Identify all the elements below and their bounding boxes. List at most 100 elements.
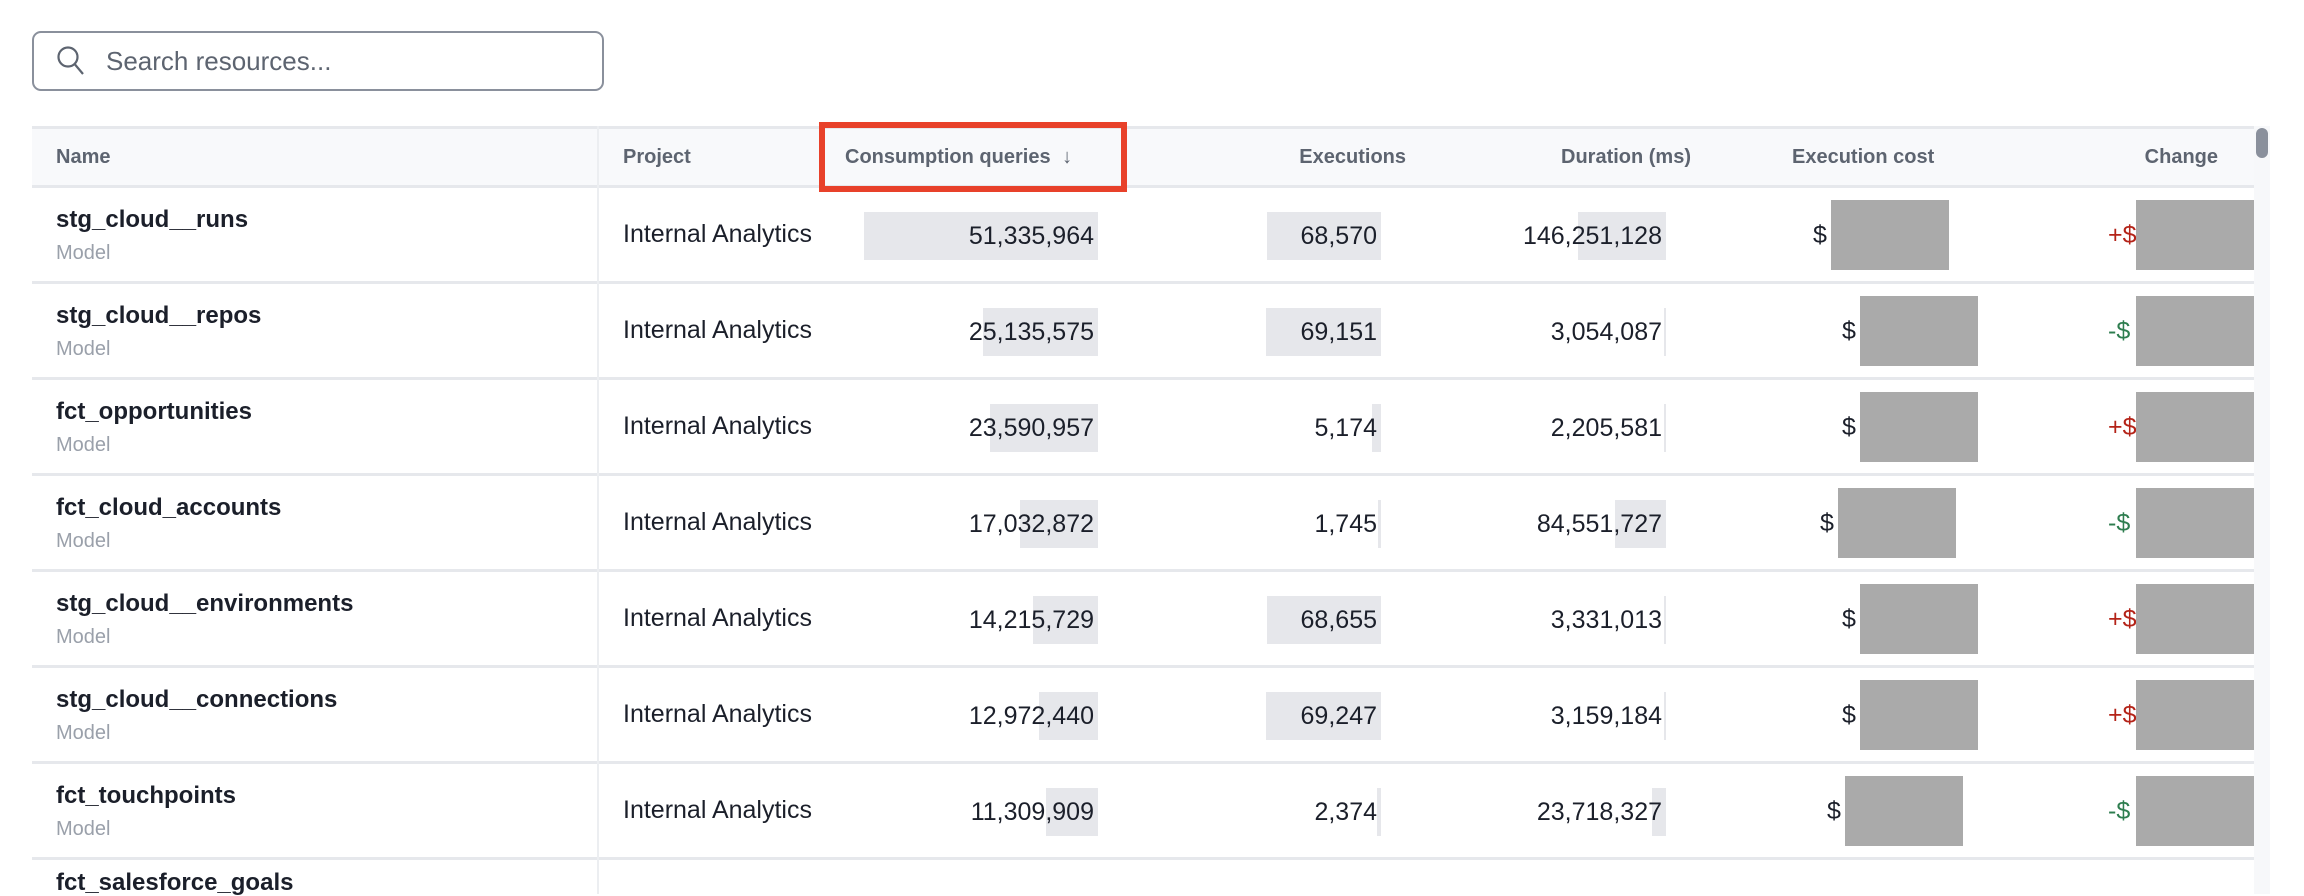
table-row[interactable]: stg_cloud__repos Model Internal Analytics … [32,284,2254,380]
column-header-consumption-label: Consumption queries [845,146,1051,168]
change-prefix: -$ [2108,317,2131,345]
resource-name[interactable]: stg_cloud__connections [56,686,338,713]
column-header-duration[interactable]: Duration (ms) [1561,146,1691,168]
change-cell: -$ [2108,488,2258,558]
executions-cell: 69,247 [1081,692,1381,740]
duration-cell: 3,054,087 [1366,308,1666,356]
duration-value: 2,205,581 [1550,414,1662,442]
project-name: Internal Analytics [623,796,812,824]
table-row[interactable]: fct_cloud_accounts Model Internal Analytic… [32,476,2254,572]
redacted-execution-cost [1838,488,1956,558]
table-row[interactable]: stg_cloud__runs Model Internal Analytics 5… [32,188,2254,284]
resource-type: Model [56,338,111,360]
execution-cost-cell: $ [1842,296,1982,366]
executions-value: 68,655 [1300,606,1377,634]
change-prefix: -$ [2108,509,2131,537]
change-cell: +$ [2108,200,2258,270]
execution-cost-prefix: $ [1842,317,1856,345]
resource-name[interactable]: stg_cloud__environments [56,590,354,617]
execution-cost-prefix: $ [1827,797,1841,825]
resource-type: Model [56,242,111,264]
executions-bar [1266,692,1381,740]
redacted-execution-cost [1860,680,1978,750]
scrollbar-track[interactable] [2254,126,2270,894]
executions-cell: 2,374 [1081,788,1381,836]
executions-value: 69,151 [1300,318,1377,346]
execution-cost-prefix: $ [1820,509,1834,537]
consumption-queries-value: 17,032,872 [968,510,1094,538]
execution-cost-prefix: $ [1842,413,1856,441]
duration-cell: 23,718,327 [1366,788,1666,836]
executions-bar [1266,308,1381,356]
executions-cell: 68,655 [1081,596,1381,644]
consumption-queries-bar [1020,500,1098,548]
duration-bar [1578,212,1666,260]
duration-cell: 3,159,184 [1366,692,1666,740]
consumption-queries-value: 12,972,440 [968,702,1094,730]
resource-name[interactable]: fct_opportunities [56,398,252,425]
column-header-executions[interactable]: Executions [1299,146,1406,168]
execution-cost-cell: $ [1842,392,1982,462]
change-prefix: +$ [2108,221,2137,249]
column-header-project[interactable]: Project [623,146,691,168]
column-header-change[interactable]: Change [2144,146,2218,168]
column-header-consumption-queries[interactable]: Consumption queries ↓ [845,129,1072,185]
executions-cell: 5,174 [1081,404,1381,452]
resource-name[interactable]: fct_touchpoints [56,782,236,809]
consumption-queries-bar [1046,788,1098,836]
execution-cost-cell: $ [1842,584,1982,654]
execution-cost-prefix: $ [1813,221,1827,249]
redacted-execution-cost [1845,776,1963,846]
resource-type: Model [56,818,111,840]
change-cell: -$ [2108,296,2258,366]
consumption-queries-bar [1033,596,1098,644]
redacted-execution-cost [1860,296,1978,366]
consumption-queries-value: 51,335,964 [968,222,1094,250]
duration-cell: 146,251,128 [1366,212,1666,260]
table-row[interactable]: fct_salesforce_goals [32,860,2254,896]
column-header-execution-cost[interactable]: Execution cost [1792,146,1935,168]
redacted-execution-cost [1831,200,1949,270]
duration-bar [1652,788,1666,836]
change-cell: +$ [2108,392,2258,462]
redacted-change [2136,392,2254,462]
consumption-queries-cell: 12,972,440 [798,692,1098,740]
project-name: Internal Analytics [623,220,812,248]
duration-bar [1664,692,1666,740]
scrollbar-thumb[interactable] [2256,128,2268,158]
search-input[interactable] [104,44,568,78]
consumption-queries-bar [1039,692,1098,740]
redacted-execution-cost [1860,392,1978,462]
resource-name[interactable]: stg_cloud__runs [56,206,249,233]
duration-cell: 84,551,727 [1366,500,1666,548]
executions-cell: 1,745 [1081,500,1381,548]
project-name: Internal Analytics [623,508,812,536]
project-name: Internal Analytics [623,604,812,632]
executions-bar [1377,788,1381,836]
resource-type: Model [56,530,111,552]
duration-value: 23,718,327 [1536,798,1662,826]
executions-value: 68,570 [1300,222,1377,250]
table-row[interactable]: stg_cloud__environments Model Internal Ana… [32,572,2254,668]
search-icon [57,46,84,75]
change-prefix: +$ [2108,701,2137,729]
project-name: Internal Analytics [623,316,812,344]
resource-name[interactable]: fct_salesforce_goals [56,869,294,896]
change-cell: +$ [2108,584,2258,654]
execution-cost-cell: $ [1813,200,1953,270]
column-header-name[interactable]: Name [56,146,111,168]
resource-name[interactable]: fct_cloud_accounts [56,494,282,521]
table-row[interactable]: fct_opportunities Model Internal Analytics… [32,380,2254,476]
table-row[interactable]: stg_cloud__connections Model Internal Anal… [32,668,2254,764]
executions-value: 1,745 [1314,510,1377,538]
redacted-change [2136,680,2254,750]
executions-value: 5,174 [1314,414,1377,442]
table-row[interactable]: fct_touchpoints Model Internal Analytics 1… [32,764,2254,860]
redacted-change [2136,296,2254,366]
executions-bar [1372,404,1381,452]
table-header: Name Project Consumption queries ↓ Execu… [32,126,2254,188]
duration-bar [1664,308,1666,356]
resource-name[interactable]: stg_cloud__repos [56,302,262,329]
search-box[interactable] [32,31,604,91]
consumption-queries-value: 14,215,729 [968,606,1094,634]
